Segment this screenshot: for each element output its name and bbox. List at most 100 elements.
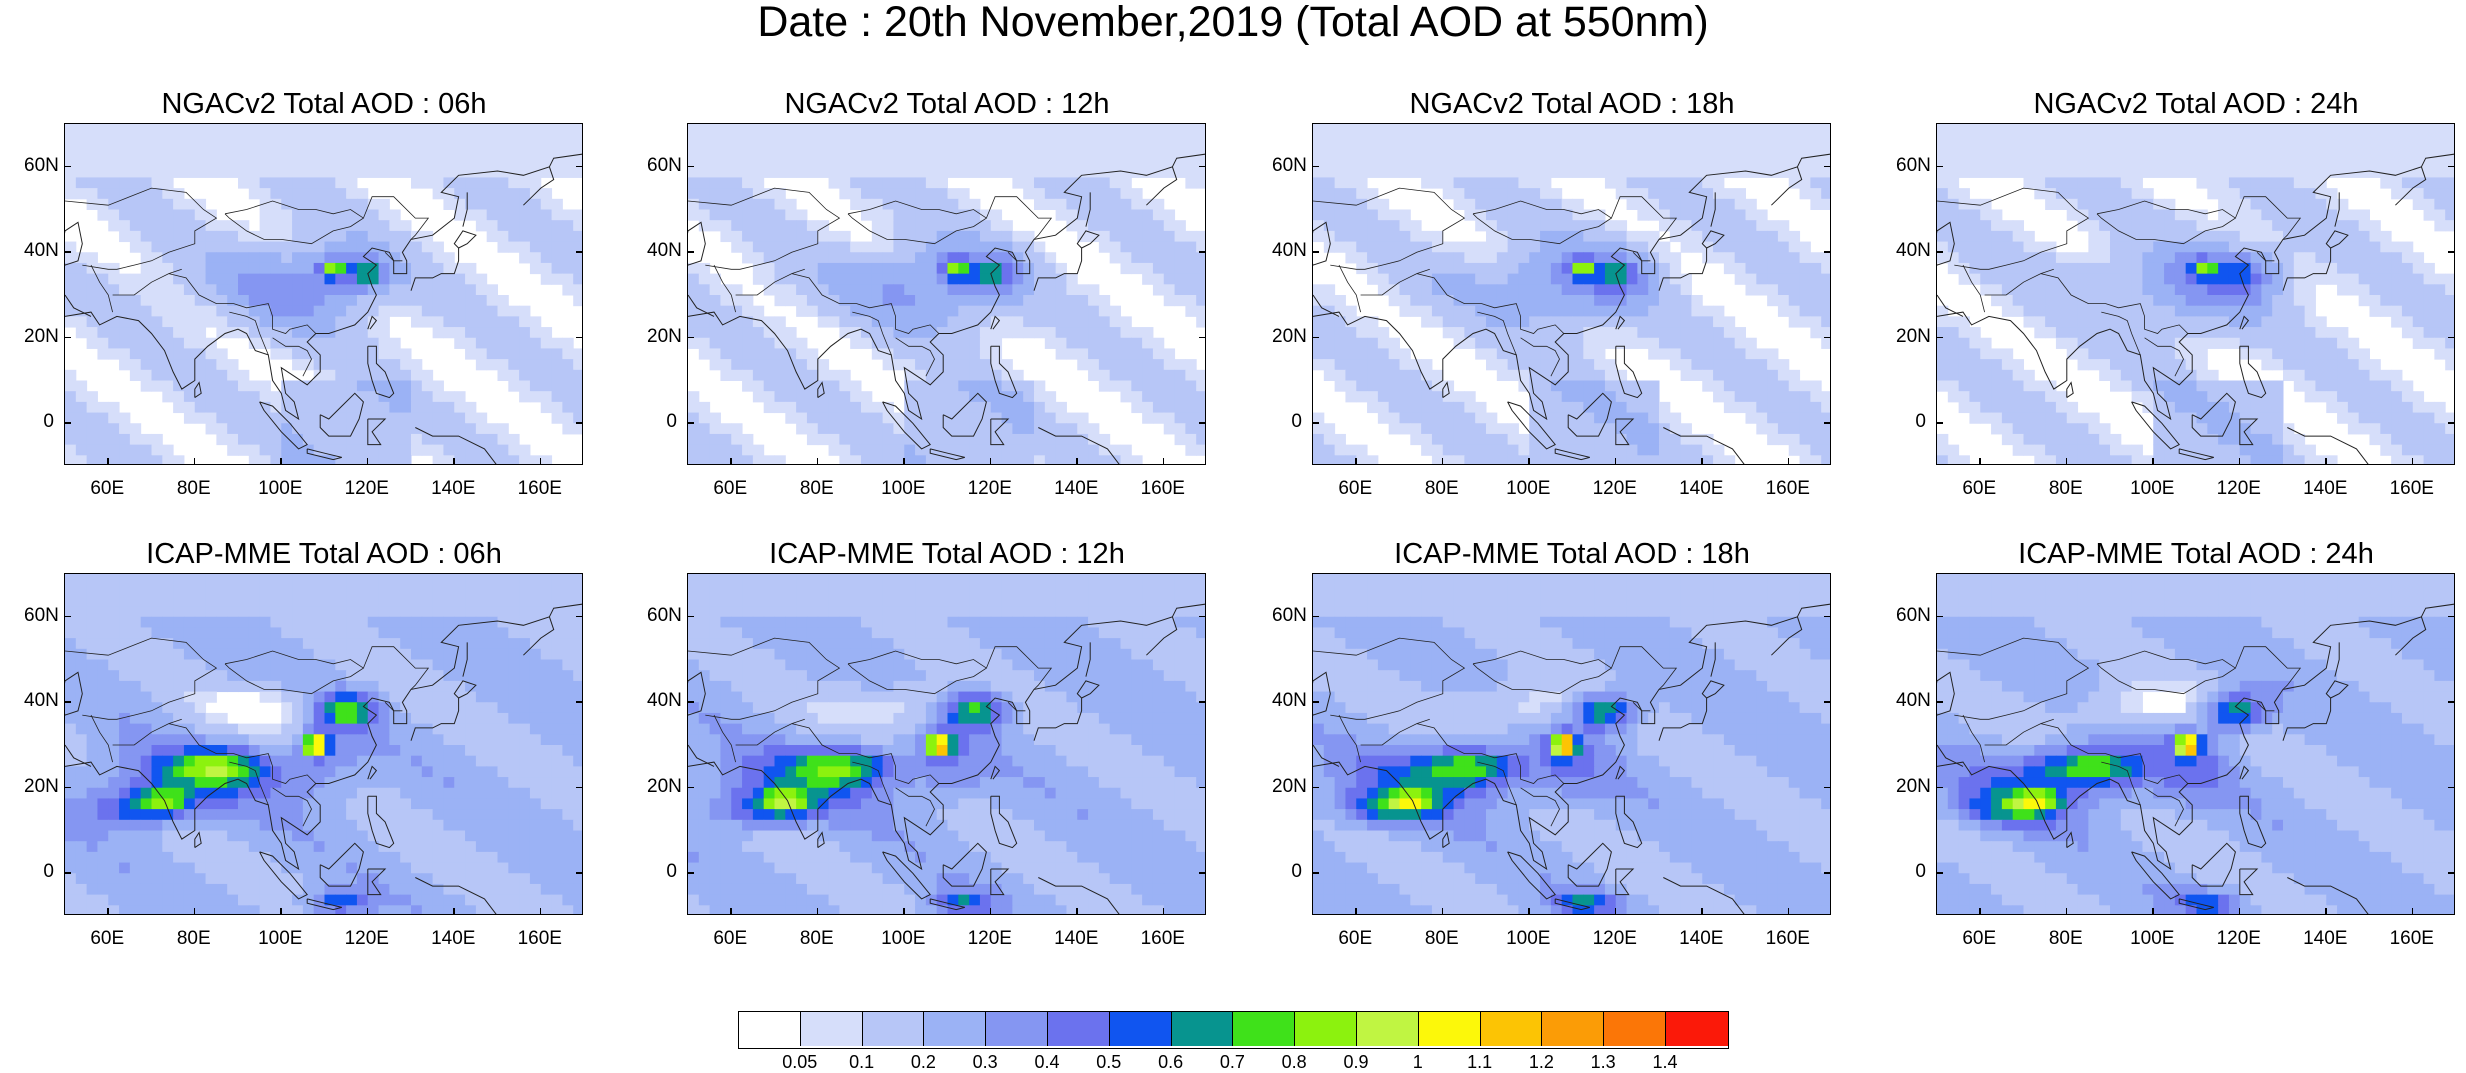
aod-cell (2283, 156, 2294, 167)
aod-cell (357, 242, 368, 253)
aod-cell (1121, 327, 1132, 338)
aod-cell (552, 124, 563, 135)
aod-cell (753, 242, 764, 253)
aod-cell (1023, 177, 1034, 188)
aod-cell (379, 338, 390, 349)
map-frame (1312, 123, 1831, 465)
aod-cell (904, 348, 915, 359)
aod-cell (1518, 348, 1529, 359)
aod-cell (2251, 199, 2262, 210)
aod-cell (433, 455, 444, 465)
aod-cell (1324, 156, 1335, 167)
aod-cell (389, 295, 400, 306)
aod-cell (508, 381, 519, 392)
aod-cell (76, 381, 87, 392)
aod-cell (1034, 316, 1045, 327)
aod-cell (2034, 381, 2045, 392)
aod-cell (699, 402, 710, 413)
aod-cell (2088, 156, 2099, 167)
aod-cell (519, 242, 530, 253)
aod-cell (1648, 316, 1659, 327)
aod-cell (937, 338, 948, 349)
aod-cell (1948, 210, 1959, 221)
lat-tick-label: 40N (1272, 241, 1302, 261)
aod-cell (508, 231, 519, 242)
aod-cell (130, 156, 141, 167)
aod-cell (1345, 359, 1356, 370)
aod-cell (2251, 306, 2262, 317)
aod-cell (216, 242, 227, 253)
aod-cell (2024, 167, 2035, 178)
aod-cell (1335, 242, 1346, 253)
aod-cell (2348, 242, 2359, 253)
aod-cell (1099, 210, 1110, 221)
aod-cell (720, 167, 731, 178)
aod-cell (1659, 306, 1670, 317)
aod-cell (1475, 177, 1486, 188)
aod-cell (1066, 295, 1077, 306)
aod-cell (325, 402, 336, 413)
aod-cell (2283, 231, 2294, 242)
aod-cell (314, 434, 325, 445)
aod-cell (1681, 445, 1692, 456)
aod-cell (76, 295, 87, 306)
aod-cell (2402, 263, 2413, 274)
aod-cell (937, 274, 948, 285)
aod-cell (1056, 402, 1067, 413)
aod-cell (958, 124, 969, 135)
aod-cell (552, 263, 563, 274)
aod-cell (1767, 413, 1778, 424)
aod-cell (1637, 445, 1648, 456)
aod-cell (1475, 167, 1486, 178)
aod-cell (562, 413, 573, 424)
aod-cell (433, 306, 444, 317)
aod-cell (2348, 359, 2359, 370)
aod-cell (1088, 124, 1099, 135)
aod-cell (325, 220, 336, 231)
aod-cell (206, 252, 217, 263)
aod-cell (87, 135, 98, 146)
aod-cell (270, 348, 281, 359)
aod-cell (699, 327, 710, 338)
aod-cell (1508, 231, 1519, 242)
aod-cell (270, 252, 281, 263)
aod-cell (1378, 231, 1389, 242)
aod-cell (969, 210, 980, 221)
aod-cell (508, 156, 519, 167)
aod-cell (1508, 327, 1519, 338)
aod-cell (1778, 284, 1789, 295)
aod-cell (195, 359, 206, 370)
aod-cell (688, 199, 699, 210)
aod-cell (498, 220, 509, 231)
aod-cell (904, 177, 915, 188)
aod-cell (141, 434, 152, 445)
aod-cell (2099, 145, 2110, 156)
lat-tick-mark (64, 422, 71, 424)
aod-cell (562, 242, 573, 253)
aod-cell (1335, 295, 1346, 306)
aod-cell (1948, 177, 1959, 188)
aod-cell (2326, 274, 2337, 285)
aod-cell (1637, 145, 1648, 156)
aod-cell (130, 188, 141, 199)
aod-cell (2218, 402, 2229, 413)
aod-cell (184, 402, 195, 413)
aod-cell (1659, 295, 1670, 306)
aod-cell (1175, 370, 1186, 381)
aod-cell (573, 381, 583, 392)
aod-cell (1518, 210, 1529, 221)
aod-cell (411, 252, 422, 263)
aod-cell (1691, 295, 1702, 306)
aod-cell (1583, 156, 1594, 167)
lon-tick-mark (1076, 458, 1078, 465)
aod-cell (2315, 167, 2326, 178)
aod-cell (1583, 231, 1594, 242)
aod-cell (1810, 145, 1821, 156)
aod-cell (325, 316, 336, 327)
aod-cell (829, 434, 840, 445)
aod-cell (1023, 295, 1034, 306)
lon-tick-label: 120E (332, 479, 402, 499)
aod-cell (1356, 124, 1367, 135)
aod-cell (850, 338, 861, 349)
aod-cell (1185, 370, 1196, 381)
